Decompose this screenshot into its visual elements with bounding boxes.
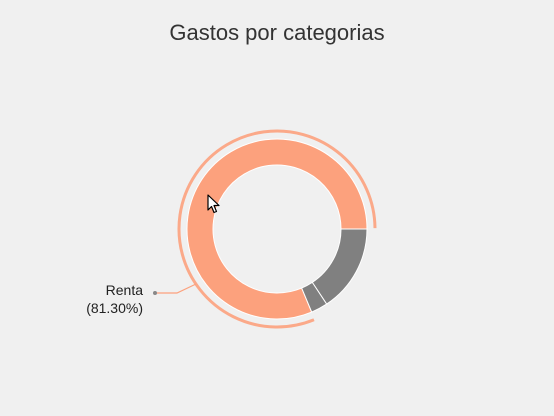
mouse-cursor-icon [207,194,220,214]
callout-dot [153,291,157,295]
donut-slice-2[interactable] [301,281,328,313]
callout-label: Renta [106,282,144,298]
callout-line [155,283,197,294]
callout: Renta (81.30%) [86,282,197,316]
hover-highlight-ring [177,129,377,329]
donut-slice-renta[interactable] [186,138,368,320]
slices-group [186,138,368,320]
chart-title: Gastos por categorias [169,20,385,45]
donut-slice-1[interactable] [311,228,368,305]
callout-value: (81.30%) [86,300,143,316]
